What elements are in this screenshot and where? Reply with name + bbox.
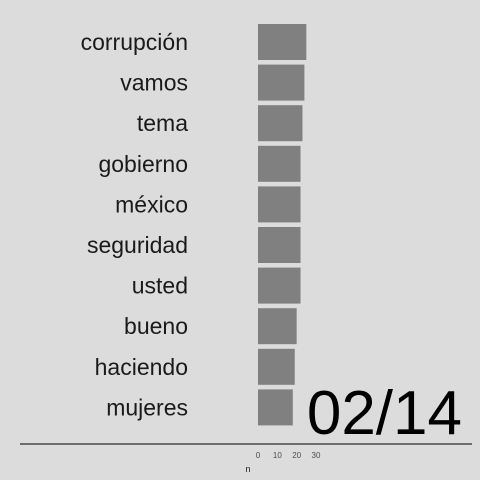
category-label: haciendo <box>95 354 188 380</box>
category-label: gobierno <box>98 151 188 177</box>
category-label: usted <box>132 273 188 299</box>
x-tick-label: 10 <box>273 451 282 460</box>
bar <box>258 105 303 142</box>
x-tick-label: 20 <box>292 451 301 460</box>
bar <box>258 24 307 60</box>
category-label: mujeres <box>106 394 188 420</box>
category-label: corrupción <box>81 29 188 55</box>
x-tick-label: 0 <box>256 451 261 460</box>
bar <box>258 389 293 426</box>
category-label: bueno <box>124 313 188 339</box>
bar <box>258 186 301 223</box>
category-label: vamos <box>120 70 188 96</box>
date-label: 02/14 <box>307 379 462 448</box>
bars <box>258 24 307 426</box>
x-axis-ticks: 0 10 20 30 <box>256 451 321 460</box>
category-labels: corrupción vamos tema gobierno méxico segurid… <box>81 29 189 420</box>
bar <box>258 145 301 182</box>
bar <box>258 64 305 101</box>
x-axis-title: n <box>245 464 250 474</box>
bar <box>258 267 301 304</box>
category-label: seguridad <box>87 232 188 258</box>
category-label: méxico <box>115 191 188 217</box>
bar <box>258 308 297 345</box>
bar <box>258 227 301 263</box>
x-tick-label: 30 <box>312 451 321 460</box>
category-label: tema <box>137 110 188 136</box>
bar <box>258 348 295 385</box>
